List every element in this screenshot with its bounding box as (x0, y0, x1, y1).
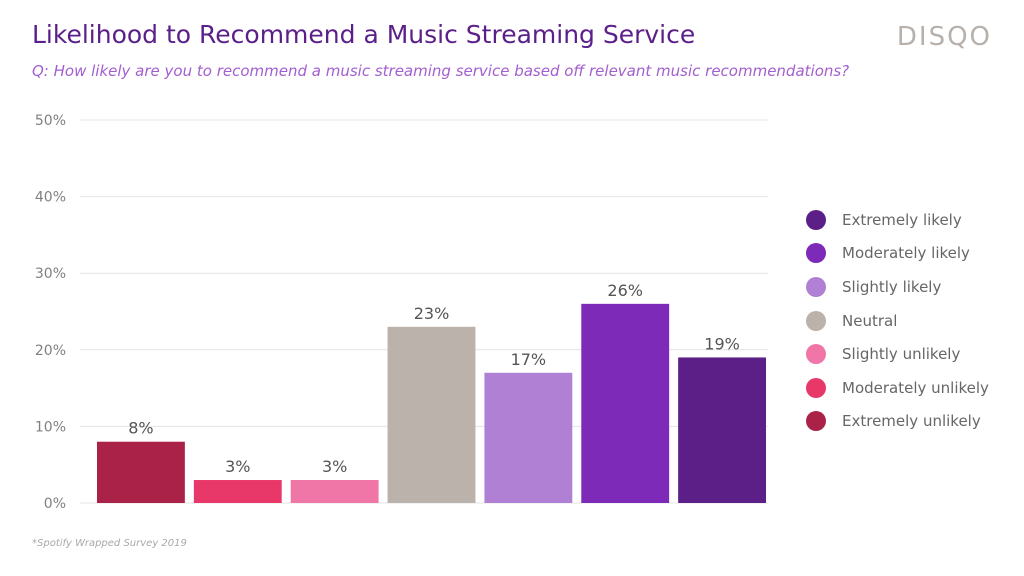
data-label: 17% (511, 350, 547, 369)
legend-label: Neutral (842, 311, 898, 330)
bar (193, 480, 282, 503)
data-label: 23% (414, 304, 450, 323)
chart-title: Likelihood to Recommend a Music Streamin… (32, 20, 696, 49)
y-tick-label: 50% (35, 113, 66, 129)
legend-swatch (806, 243, 826, 264)
bar (678, 357, 766, 503)
data-label: 3% (322, 457, 347, 476)
y-tick-label: 0% (44, 496, 66, 512)
footnote: *Spotify Wrapped Survey 2019 (32, 538, 187, 549)
chart-subtitle: Q: How likely are you to recommend a mus… (32, 62, 850, 80)
legend-swatch (806, 411, 826, 432)
data-label: 3% (225, 457, 250, 476)
legend-label: Moderately unlikely (842, 378, 989, 397)
legend-label: Slightly likely (842, 277, 942, 296)
legend-label: Moderately likely (842, 244, 970, 263)
legend-item: Moderately unlikely (806, 371, 989, 405)
legend-swatch (806, 276, 826, 297)
y-tick-label: 10% (35, 419, 66, 435)
bar (290, 480, 379, 503)
bar (97, 441, 185, 503)
legend-item: Moderately likely (806, 237, 989, 271)
legend-label: Slightly unlikely (842, 345, 961, 364)
legend-item: Extremely unlikely (806, 405, 989, 439)
data-label: 26% (607, 281, 643, 300)
legend-item: Neutral (806, 304, 989, 338)
brand-logo: DISQO (896, 22, 992, 52)
legend-swatch (806, 377, 826, 398)
legend-swatch (806, 310, 826, 331)
bar (581, 303, 670, 503)
data-label: 8% (128, 419, 153, 438)
y-tick-label: 30% (35, 266, 66, 282)
bar (387, 326, 476, 503)
legend-item: Slightly unlikely (806, 337, 989, 371)
data-label: 19% (704, 334, 740, 353)
legend-item: Extremely likely (806, 203, 989, 237)
legend-swatch (806, 344, 826, 365)
y-tick-label: 20% (35, 343, 66, 359)
legend-label: Extremely likely (842, 210, 962, 229)
y-tick-label: 40% (35, 190, 66, 206)
bar (484, 372, 573, 503)
legend-swatch (806, 209, 826, 230)
legend-item: Slightly likely (806, 270, 989, 304)
legend: Extremely likely Moderately likely Slightl… (806, 203, 989, 438)
legend-label: Extremely unlikely (842, 412, 981, 431)
